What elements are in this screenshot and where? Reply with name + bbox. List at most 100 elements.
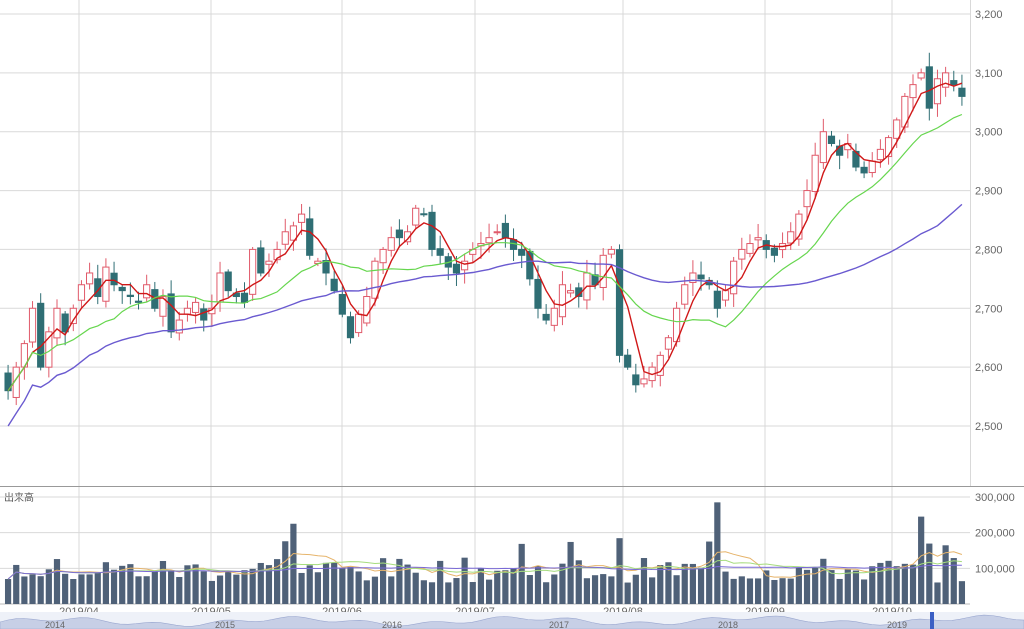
candle-body [143, 284, 151, 299]
volume-bar [282, 541, 289, 604]
volume-bar [632, 574, 639, 604]
price-tick-label: 3,100 [975, 68, 1003, 80]
candle-body [387, 237, 395, 251]
volume-bar [771, 579, 778, 604]
candle-body [37, 302, 45, 368]
candle-body [273, 248, 281, 261]
volume-bar [151, 571, 158, 604]
candle-body [183, 307, 192, 315]
candle-body [86, 272, 94, 285]
candle-body [615, 249, 624, 356]
volume-bar [347, 566, 354, 604]
volume-bar [159, 560, 167, 604]
candle-body [240, 292, 249, 303]
volume-bar [608, 576, 615, 604]
volume-bar [469, 582, 476, 604]
volume-bar [412, 572, 419, 604]
volume-axis-ticks: 300,000 200,000 100,000 [975, 492, 1015, 575]
candle-body [363, 296, 371, 324]
volume-bar [78, 574, 85, 604]
candle-body [567, 290, 575, 294]
candle-body [860, 166, 868, 174]
volume-average-lines [7, 551, 963, 580]
price-tick-label: 2,800 [975, 244, 1003, 256]
candle-body [322, 260, 330, 274]
volume-bar [461, 557, 468, 604]
volume-bar [241, 570, 248, 604]
volume-bar [543, 582, 550, 604]
volume-bar [624, 582, 631, 604]
volume-bar [844, 569, 851, 604]
navigator-handle[interactable] [930, 612, 934, 629]
volume-bar [510, 568, 517, 604]
volume-bar [926, 543, 933, 604]
candle-body [640, 378, 648, 385]
volume-bar [176, 576, 183, 604]
candle-body [452, 263, 461, 274]
candle-body [257, 247, 265, 274]
volume-bar [901, 563, 908, 604]
candle-body [200, 308, 208, 321]
volume-bar [477, 568, 485, 604]
volume-bar [836, 578, 843, 604]
price-tick-label: 3,000 [975, 127, 1003, 139]
candle-body [754, 237, 762, 241]
volume-bar [13, 564, 20, 604]
volume-bar [143, 576, 150, 604]
volume-bar [681, 563, 688, 604]
volume-bar [453, 578, 460, 604]
candle-body [403, 231, 412, 243]
volume-bar [567, 541, 574, 604]
volume-bar [746, 578, 754, 604]
volume-bar [216, 575, 224, 604]
volume-bar [779, 578, 786, 604]
candle-body [110, 272, 118, 286]
volume-bar [494, 570, 501, 604]
ma-long-line [7, 203, 963, 427]
price-axis-ticks: 3,200 3,100 3,000 2,900 2,800 2,700 2,600 2,500 [975, 9, 1003, 433]
candle-body [607, 248, 615, 255]
volume-bar [110, 569, 118, 604]
volume-bar [404, 564, 411, 604]
volume-bars [4, 502, 966, 604]
navigator-year-labels: 2014 2015 2016 2017 2018 2019 [45, 620, 907, 629]
volume-bar [4, 579, 12, 604]
volume-bar [860, 579, 868, 604]
candle-body [191, 301, 200, 313]
candle-body [550, 307, 558, 326]
volume-bar [298, 572, 305, 604]
volume-bar [502, 570, 509, 604]
volume-bar [706, 541, 713, 604]
candle-body [126, 294, 134, 298]
candle-body [599, 254, 607, 288]
volume-bar [62, 573, 69, 604]
candle-body [306, 218, 314, 256]
volume-bar [795, 567, 802, 604]
candle-body [289, 225, 298, 241]
volume-ma-long-line [7, 564, 962, 580]
volume-bar [820, 558, 827, 604]
volume-bar [958, 581, 966, 604]
volume-bar [200, 571, 207, 604]
volume-bar [551, 574, 558, 604]
volume-bar [877, 562, 884, 604]
candle-body [836, 145, 844, 156]
volume-bar [738, 576, 745, 604]
price-tick-label: 2,900 [975, 186, 1003, 198]
candle-body [558, 284, 567, 318]
candle-body [77, 284, 86, 301]
navigator-year-label: 2016 [382, 620, 402, 629]
candle-body [689, 272, 697, 283]
volume-bar [640, 558, 648, 604]
price-tick-label: 2,700 [975, 303, 1003, 315]
volume-bar [184, 565, 191, 604]
volume-bar [168, 570, 175, 604]
volume-ma-short-line [7, 551, 963, 580]
candle-body [893, 119, 901, 139]
candle-body [493, 231, 501, 234]
candle-body [738, 248, 746, 260]
candle-body [925, 66, 933, 109]
volume-bar [45, 569, 52, 604]
navigator-year-label: 2017 [549, 620, 569, 629]
